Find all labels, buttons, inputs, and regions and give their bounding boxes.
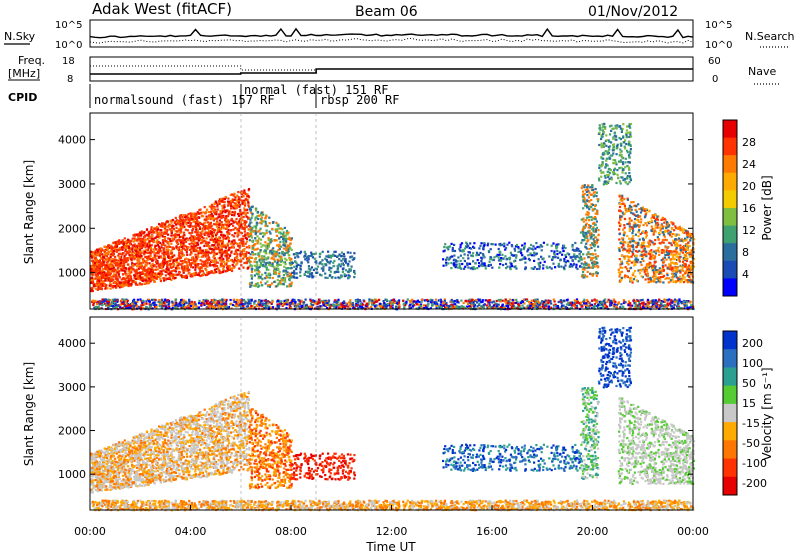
colorbar-tick-7: -200 [742, 477, 767, 490]
colorbar-tick-5: -50 [742, 437, 760, 450]
noise-left-tick-top: 10^5 [55, 20, 82, 31]
colorbar-tick-3: 15 [742, 397, 756, 410]
y-tick-label-3: 4000 [58, 134, 86, 147]
colorbar-swatch-6 [723, 225, 737, 244]
colorbar-swatch-2 [723, 367, 737, 387]
cpid-program-3: rbsp 200 RF [320, 93, 399, 107]
colorbar-swatch-7 [723, 243, 737, 262]
colorbar-swatch-8 [723, 476, 737, 496]
beam-title: Beam 06 [355, 4, 418, 20]
colorbar-tick-6: -100 [742, 457, 767, 470]
x-tick-label-4: 16:00 [476, 525, 508, 538]
colorbar-swatch-9 [723, 278, 737, 297]
colorbar-swatch-6 [723, 440, 737, 460]
x-tick-label-2: 08:00 [275, 525, 307, 538]
nave-label: Nave [748, 65, 776, 78]
x-tick-label-3: 12:00 [376, 525, 408, 538]
noise-sky-line [89, 27, 694, 39]
power-colorbar-label: Power [dB] [760, 175, 774, 240]
colorbar-swatch-8 [723, 260, 737, 279]
colorbar-tick-4: -15 [742, 417, 760, 430]
colorbar-tick-0: 28 [742, 136, 756, 149]
noise-panel: N.Sky 10^5 10^0 10^5 10^0 N.Search [4, 19, 795, 51]
date-title: 01/Nov/2012 [588, 4, 678, 20]
noise-left-tick-bottom: 10^0 [55, 40, 82, 51]
noise-right-tick-top: 10^5 [705, 20, 732, 31]
colorbar-swatch-1 [723, 137, 737, 156]
freq-label-1: Freq. [18, 54, 45, 67]
colorbar-tick-1: 24 [742, 158, 756, 171]
noise-left-label: N.Sky [4, 30, 36, 43]
colorbar-tick-3: 16 [742, 202, 756, 215]
cpid-program-1: normalsound (fast) 157 RF [94, 93, 275, 107]
freq-tick-bottom: 8 [67, 74, 73, 85]
power-panel: 1000 2000 3000 4000 Slant Range [km] 28 24 20… [22, 112, 774, 311]
noise-right-label: N.Search [745, 30, 795, 43]
colorbar-tick-5: 8 [742, 246, 749, 259]
y-tick-label-0: 1000 [58, 267, 86, 280]
nave-tick-top: 60 [708, 56, 721, 67]
colorbar-swatch-0 [723, 331, 737, 350]
colorbar-swatch-2 [723, 155, 737, 174]
x-tick-label-5: 20:00 [577, 525, 609, 538]
y-tick-label-3: 4000 [58, 337, 86, 350]
colorbar-swatch-3 [723, 172, 737, 191]
nave-tick-bottom: 0 [712, 74, 718, 85]
freq-line [90, 68, 693, 75]
noise-right-tick-bottom: 10^0 [705, 40, 732, 51]
site-title: Adak West (fitACF) [92, 0, 232, 18]
x-tick-label-6: 00:00 [677, 525, 709, 538]
colorbar-tick-0: 200 [742, 337, 763, 350]
colorbar-swatch-7 [723, 458, 737, 478]
velocity-panel: 1000 2000 3000 4000 00:00 04:00 08:00 12:00 16:… [22, 316, 774, 554]
colorbar-tick-4: 12 [742, 224, 756, 237]
velocity-y-axis-label: Slant Range [km] [22, 362, 36, 466]
cpid-program-2: normal (fast) 151 RF [244, 83, 389, 97]
colorbar-swatch-4 [723, 403, 737, 423]
y-tick-label-1: 2000 [58, 222, 86, 235]
time-axis-label: Time UT [365, 540, 416, 554]
x-tick-label-0: 00:00 [74, 525, 106, 538]
power-y-ticks: 1000 2000 3000 4000 [58, 134, 693, 280]
colorbar-swatch-0 [723, 120, 737, 139]
velocity-data-cells [90, 326, 696, 512]
colorbar-swatch-4 [723, 190, 737, 209]
colorbar-tick-6: 4 [742, 268, 749, 281]
y-tick-label-2: 3000 [58, 178, 86, 191]
nave-line [90, 65, 693, 71]
noise-search-line [89, 37, 694, 44]
colorbar-tick-2: 50 [742, 377, 756, 390]
y-tick-label-2: 3000 [58, 381, 86, 394]
power-colorbar: 28 24 20 16 12 8 4 [722, 119, 756, 297]
power-data-cells [90, 122, 696, 311]
power-y-axis-label: Slant Range [km] [22, 160, 36, 264]
velocity-colorbar-label: Velocity [m s⁻¹] [760, 367, 774, 460]
y-tick-label-0: 1000 [58, 468, 86, 481]
freq-tick-top: 18 [62, 56, 75, 67]
velocity-y-ticks: 1000 2000 3000 4000 [58, 337, 693, 481]
velocity-x-ticks: 00:00 04:00 08:00 12:00 16:00 20:00 00:00 [74, 505, 709, 538]
y-tick-label-1: 2000 [58, 425, 86, 438]
colorbar-swatch-1 [723, 349, 737, 368]
colorbar-swatch-3 [723, 385, 737, 405]
colorbar-tick-2: 20 [742, 180, 756, 193]
frequency-panel: Freq. [MHz] 18 8 60 0 Nave [8, 54, 780, 85]
x-tick-label-1: 04:00 [175, 525, 207, 538]
cpid-label: CPID [8, 91, 37, 104]
velocity-colorbar: 200 100 50 15 -15 -50 -100 -200 [722, 330, 767, 496]
cpid-panel: CPID normalsound (fast) 157 RF normal (f… [8, 83, 399, 108]
freq-label-2: [MHz] [8, 67, 40, 80]
colorbar-tick-1: 100 [742, 357, 763, 370]
colorbar-swatch-5 [723, 422, 737, 441]
colorbar-swatch-5 [723, 208, 737, 227]
